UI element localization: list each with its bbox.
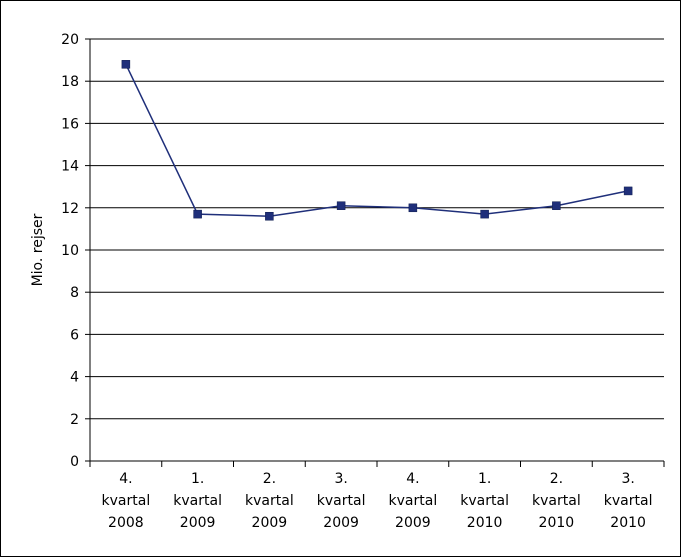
y-tick-label: 12 [61,201,79,217]
y-tick-label: 2 [70,412,79,428]
axes [85,38,665,467]
data-point-marker [265,211,274,221]
data-point-marker [336,201,346,210]
data-point-marker [193,209,202,219]
x-tick-label: 4. kvartal 2008 [102,471,151,531]
series-layer [121,60,633,221]
x-tick-label: 3. kvartal 2009 [317,471,366,531]
gridlines [90,38,664,420]
data-point-marker [408,203,418,213]
x-tick-label: 4. kvartal 2009 [389,471,438,531]
series-line [125,63,629,217]
y-tick-label: 16 [61,116,79,132]
y-axis-title: Mio. rejser [30,213,46,286]
data-point-marker [623,186,633,196]
x-tick-label: 2. kvartal 2010 [532,471,581,531]
x-tick-labels: 4. kvartal 2008 1. kvartal 2009 2. kvartal 2009 3… [102,471,653,531]
data-point-marker [480,209,489,219]
y-tick-label: 8 [70,285,79,301]
x-tick-label: 1. kvartal 2009 [173,471,222,531]
y-tick-label: 18 [61,74,79,90]
y-tick-label: 10 [61,243,79,259]
y-tick-labels: 0 2 4 6 8 10 12 14 16 18 20 [61,32,79,470]
y-tick-label: 0 [70,454,79,470]
x-tick-label: 3. kvartal 2010 [604,471,653,531]
data-point-marker [121,60,131,69]
x-tick-label: 2. kvartal 2009 [245,471,294,531]
data-point-marker [552,201,561,210]
y-tick-label: 4 [70,370,79,386]
y-tick-label: 20 [61,32,79,48]
y-tick-label: 14 [61,159,79,175]
x-tick-label: 1. kvartal 2010 [460,471,509,531]
y-tick-label: 6 [70,327,79,343]
